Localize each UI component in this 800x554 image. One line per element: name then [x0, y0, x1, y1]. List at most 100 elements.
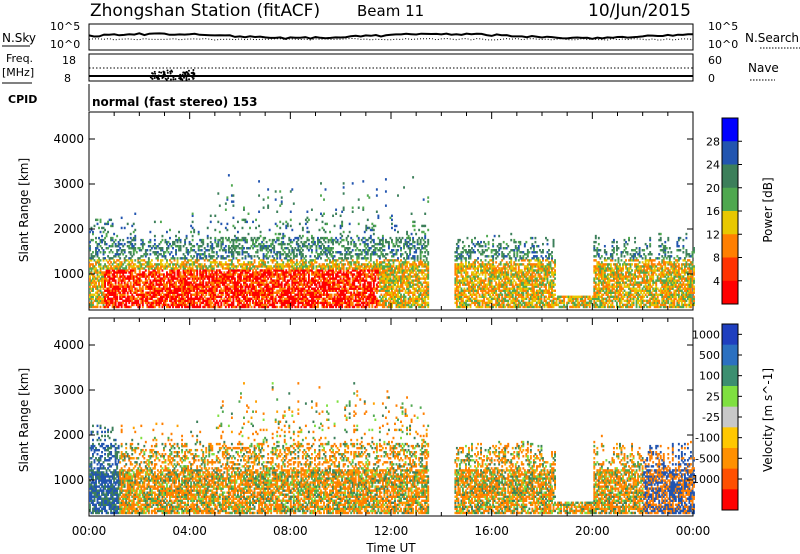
- echo-cell: [193, 244, 196, 248]
- echo-cell: [155, 247, 158, 250]
- echo-cell: [164, 287, 167, 290]
- echo-cell: [146, 305, 149, 309]
- echo-cell: [159, 263, 162, 266]
- echo-cell: [188, 240, 191, 244]
- echo-cell: [107, 220, 110, 224]
- echo-cell: [89, 297, 91, 301]
- echo-cell: [241, 257, 244, 260]
- echo-cell: [111, 273, 114, 276]
- echo-cell: [289, 224, 292, 228]
- echo-cell: [122, 289, 125, 292]
- echo-cell: [147, 273, 150, 276]
- echo-cell: [169, 279, 171, 282]
- echo-cell: [178, 230, 180, 234]
- echo-cell: [264, 261, 267, 264]
- echo-cell: [140, 293, 143, 296]
- echo-cell: [167, 263, 170, 266]
- echo-cell: [384, 204, 387, 207]
- echo-cell: [178, 285, 180, 288]
- echo-cell: [156, 303, 159, 307]
- echo-cell: [110, 281, 113, 284]
- echo-cell: [172, 271, 174, 274]
- nsearch-tick-low: 10^0: [708, 38, 738, 51]
- echo-cell: [134, 234, 137, 238]
- echo-cell: [90, 279, 93, 282]
- echo-cell: [134, 236, 137, 240]
- echo-cell: [332, 251, 335, 254]
- echo-cell: [96, 293, 99, 296]
- echo-cell: [123, 295, 126, 299]
- echo-cell: [153, 251, 156, 254]
- echo-cell: [321, 220, 324, 224]
- echo-cell: [93, 224, 96, 228]
- echo-cell: [123, 242, 126, 246]
- echo-cell: [101, 240, 103, 244]
- echo-cell: [107, 273, 110, 276]
- echo-cell: [161, 273, 164, 276]
- echo-cell: [135, 265, 138, 268]
- echo-cell: [107, 247, 110, 250]
- echo-cell: [173, 303, 176, 307]
- echo-cell: [191, 214, 194, 218]
- echo-cell: [212, 251, 215, 254]
- echo-cell: [146, 249, 149, 252]
- echo-cell: [146, 253, 149, 256]
- nave-dot: [156, 76, 159, 79]
- echo-cell: [161, 255, 164, 258]
- echo-cell: [146, 303, 149, 307]
- echo-cell: [96, 287, 99, 290]
- echo-cell: [138, 263, 141, 266]
- echo-cell: [158, 305, 161, 309]
- echo-cell: [329, 230, 331, 234]
- echo-cell: [128, 251, 131, 254]
- echo-cell: [306, 210, 309, 213]
- echo-cell: [191, 226, 194, 230]
- echo-cell: [92, 251, 94, 254]
- echo-cell: [125, 297, 128, 301]
- echo-cell: [170, 279, 173, 282]
- echo-cell: [96, 271, 99, 274]
- echo-cell: [221, 236, 224, 240]
- echo-cell: [173, 301, 176, 305]
- echo-cell: [117, 263, 120, 266]
- echo-cell: [147, 269, 150, 272]
- echo-cell: [304, 259, 307, 262]
- echo-cell: [102, 238, 105, 242]
- echo-cell: [144, 261, 147, 264]
- echo-cell: [150, 285, 153, 288]
- echo-cell: [134, 263, 137, 266]
- echo-cell: [128, 277, 131, 280]
- echo-cell: [162, 279, 165, 282]
- echo-cell: [104, 257, 107, 260]
- echo-cell: [167, 295, 170, 299]
- echo-cell: [172, 247, 174, 250]
- echo-cell: [92, 279, 94, 282]
- echo-cell: [113, 240, 116, 244]
- echo-cell: [96, 303, 99, 307]
- echo-cell: [187, 267, 190, 270]
- echo-cell: [126, 305, 129, 309]
- echo-cell: [137, 267, 140, 270]
- echo-cell: [150, 273, 153, 276]
- echo-cell: [172, 263, 174, 266]
- echo-cell: [342, 192, 345, 195]
- echo-cell: [105, 222, 108, 226]
- echo-cell: [320, 194, 322, 197]
- echo-cell: [99, 291, 102, 294]
- echo-cell: [149, 271, 152, 274]
- echo-cell: [155, 299, 158, 303]
- echo-cell: [119, 275, 122, 278]
- echo-cell: [232, 200, 235, 203]
- echo-cell: [110, 224, 113, 228]
- echo-cell: [383, 249, 386, 252]
- echo-cell: [144, 265, 147, 268]
- echo-cell: [132, 230, 135, 234]
- echo-cell: [89, 303, 91, 307]
- echo-cell: [92, 287, 94, 290]
- echo-cell: [217, 220, 220, 224]
- echo-cell: [92, 230, 94, 234]
- echo-cell: [191, 289, 194, 292]
- echo-cell: [137, 289, 140, 292]
- echo-cell: [187, 299, 190, 303]
- echo-cell: [397, 230, 399, 234]
